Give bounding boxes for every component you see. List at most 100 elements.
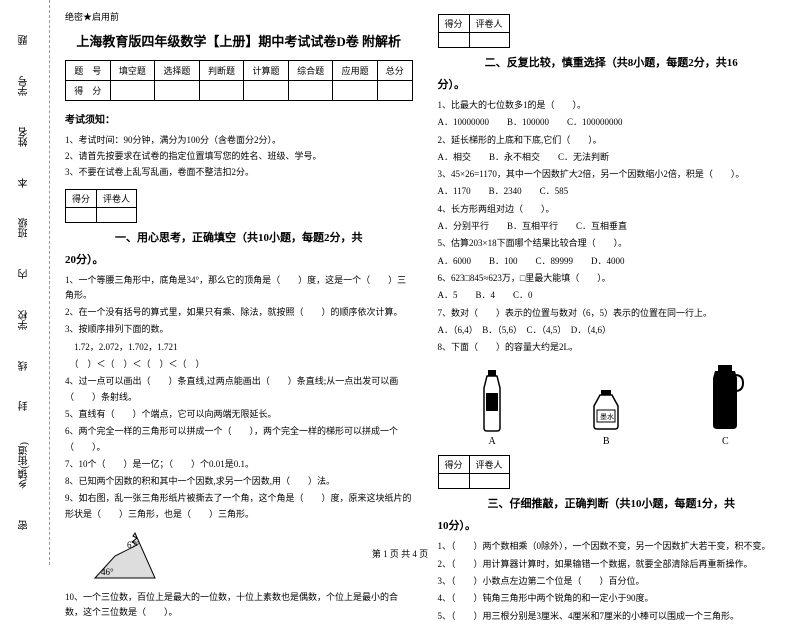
td[interactable] <box>110 81 155 101</box>
score-mini3: 得分评卷人 <box>438 455 510 489</box>
th: 综合题 <box>288 61 333 81</box>
right-column: 得分评卷人 二、反复比较，慎重选择（共8小题，每题2分，共16 分）。 1、比最… <box>438 10 786 555</box>
margin-xingming: 姓名 <box>17 127 32 147</box>
q2-4o: A．分别平行 B．互相平行 C．互相垂直 <box>438 219 786 234</box>
q2-7o: A．（6,4） B．（5,6） C．（4,5） D．（4,6） <box>438 323 786 338</box>
bottle-b-label: B <box>586 436 626 447</box>
td[interactable] <box>199 81 244 101</box>
q1-4: 4、过一点可以画出（ ）条直线,过两点能画出（ ）条直线;从一点出发可以画（ ）… <box>65 374 413 405</box>
q2-2o: A．相交 B．永不相交 C．无法判断 <box>438 150 786 165</box>
notice-item: 1、考试时间：90分钟，满分为100分（含卷面分2分）。 <box>65 132 413 148</box>
q1-9: 9、如右图，乱一张三角形纸片被撕去了一个角，这个角是（ ）度，原来这块纸片的形状… <box>65 491 413 522</box>
q3-3: 3、（ ）小数点左边第二个位是（ ）百分位。 <box>438 574 786 589</box>
td[interactable] <box>288 81 333 101</box>
angle-67: 67° <box>127 540 140 550</box>
q3-4: 4、（ ）钝角三角形中两个锐角的和一定小于90度。 <box>438 591 786 606</box>
section1-tail: 20分）。 <box>65 251 413 267</box>
th: 应用题 <box>333 61 378 81</box>
margin-banji: 班级 <box>17 218 32 238</box>
q3-5: 5、（ ）用三根分别是3厘米、4厘米和7厘米的小棒可以围成一个三角形。 <box>438 609 786 624</box>
bottle-b-icon: 墨水 <box>586 388 626 433</box>
th: 题 号 <box>66 61 111 81</box>
mini-c2: 评卷人 <box>97 189 137 207</box>
binding-margin: 题 学号 姓名 本 班级 内 学校 线 封 乡镇(街道) 密 <box>0 0 50 565</box>
q2-8: 8、下面（ ）的容量大约是2L。 <box>438 340 786 355</box>
q1-3c: （ ）＜（ ）＜（ ）＜（ ） <box>65 357 413 372</box>
th: 填空题 <box>110 61 155 81</box>
mini-c1: 得分 <box>438 15 469 33</box>
q2-7: 7、数对（ ）表示的位置与数对（6，5）表示的位置在同一行上。 <box>438 306 786 321</box>
score-table: 题 号 填空题 选择题 判断题 计算题 综合题 应用题 总分 得 分 <box>65 60 413 101</box>
q3-2: 2、（ ）用计算器计算时，如果输错一个数据，就要全部清除后再重新操作。 <box>438 557 786 572</box>
mini-blank[interactable] <box>97 207 137 222</box>
q2-4: 4、长方形两组对边（ ）。 <box>438 202 786 217</box>
margin-spacer: 封 <box>17 401 32 411</box>
q1-5: 5、直线有（ ）个端点，它可以向两端无限延长。 <box>65 407 413 422</box>
section3-tail: 10分）。 <box>438 517 786 533</box>
ink-label: 墨水 <box>600 412 614 421</box>
td[interactable] <box>155 81 200 101</box>
mini-blank[interactable] <box>438 474 469 489</box>
bottle-a-icon <box>477 368 507 433</box>
q2-5o: A．6000 B．100 C．89999 D．4000 <box>438 254 786 269</box>
margin-spacer: 内 <box>17 269 32 279</box>
q2-3: 3、45×26=1170，其中一个因数扩大2倍，另一个因数缩小2倍，积是（ ）。 <box>438 167 786 182</box>
secret-label: 绝密★启用前 <box>65 10 413 23</box>
margin-xuexiao: 学校 <box>17 310 32 330</box>
margin-xiangzhen: 乡镇(街道) <box>17 442 32 489</box>
notice-item: 2、请首先按要求在试卷的指定位置填写您的姓名、班级、学号。 <box>65 148 413 164</box>
section2-tail: 分）。 <box>438 76 786 92</box>
triangle-diagram: 67° 46° <box>85 528 165 583</box>
exam-title: 上海教育版四年级数学【上册】期中考试试卷D卷 附解析 <box>65 31 413 50</box>
th: 选择题 <box>155 61 200 81</box>
q1-10: 10、一个三位数，百位上是最大的一位数，十位上素数也是偶数，个位上是最小的合数，… <box>65 590 413 621</box>
bottle-a-label: A <box>477 436 507 447</box>
q1-3: 3、按顺序排列下面的数。 <box>65 322 413 337</box>
section3-title: 三、仔细推敲，正确判断（共10小题，每题1分，共 <box>438 495 786 511</box>
td: 得 分 <box>66 81 111 101</box>
q3-1: 1、（ ）两个数相乘（0除外），一个因数不变，另一个因数扩大若干变，积不变。 <box>438 539 786 554</box>
td[interactable] <box>377 81 412 101</box>
td[interactable] <box>333 81 378 101</box>
thermos-c-icon <box>705 363 745 433</box>
q1-8: 8、已知两个因数的积和其中一个因数,求另一个因数,用（ ）法。 <box>65 474 413 489</box>
page-footer: 第 1 页 共 4 页 <box>372 547 428 560</box>
q1-1: 1、一个等腰三角形中，底角是34°，那么它的顶角是（ ）度，这是一个（ ）三角形… <box>65 273 413 304</box>
q2-5: 5、估算203×18下面哪个结果比较合理（ ）。 <box>438 236 786 251</box>
margin-spacer: 密 <box>17 520 32 530</box>
td[interactable] <box>244 81 289 101</box>
mini-blank[interactable] <box>66 207 97 222</box>
q2-6: 6、623□845≈623万，□里最大能填（ ）。 <box>438 271 786 286</box>
th: 判断题 <box>199 61 244 81</box>
section1-title: 一、用心思考，正确填空（共10小题，每题2分，共 <box>65 229 413 245</box>
angle-46: 46° <box>101 567 114 577</box>
score-mini: 得分评卷人 <box>65 189 137 223</box>
mini-blank[interactable] <box>469 33 509 48</box>
q2-1: 1、比最大的七位数多1的是（ ）。 <box>438 98 786 113</box>
th: 总分 <box>377 61 412 81</box>
margin-xuehao: 学号 <box>17 76 32 96</box>
mini-c1: 得分 <box>438 456 469 474</box>
notice-item: 3、不要在试卷上乱写乱画，卷面不整洁扣2分。 <box>65 164 413 180</box>
margin-spacer: 线 <box>17 361 32 371</box>
mini-c2: 评卷人 <box>469 456 509 474</box>
q2-6o: A．5 B．4 C．0 <box>438 288 786 303</box>
mini-blank[interactable] <box>469 474 509 489</box>
score-mini2: 得分评卷人 <box>438 14 510 48</box>
q2-3o: A．1170 B．2340 C．585 <box>438 184 786 199</box>
th: 计算题 <box>244 61 289 81</box>
q2-2: 2、延长梯形的上底和下底,它们（ ）。 <box>438 133 786 148</box>
notice-head: 考试须知： <box>65 111 413 126</box>
q1-6: 6、两个完全一样的三角形可以拼成一个（ ），两个完全一样的梯形可以拼成一个（ ）… <box>65 424 413 455</box>
left-column: 绝密★启用前 上海教育版四年级数学【上册】期中考试试卷D卷 附解析 题 号 填空… <box>65 10 413 555</box>
q1-2: 2、在一个没有括号的算式里，如果只有乘、除法，就按照（ ）的顺序依次计算。 <box>65 305 413 320</box>
q1-3b: 1.72，2.072，1.702，1.721 <box>65 340 413 355</box>
margin-spacer: 题 <box>17 35 32 45</box>
q1-7: 7、10个（ ）是一亿；（ ）个0.01是0.1。 <box>65 457 413 472</box>
margin-spacer: 本 <box>17 178 32 188</box>
mini-c2: 评卷人 <box>469 15 509 33</box>
mini-blank[interactable] <box>438 33 469 48</box>
mini-c1: 得分 <box>66 189 97 207</box>
section2-title: 二、反复比较，慎重选择（共8小题，每题2分，共16 <box>438 54 786 70</box>
q2-1o: A．10000000 B．100000 C．100000000 <box>438 115 786 130</box>
